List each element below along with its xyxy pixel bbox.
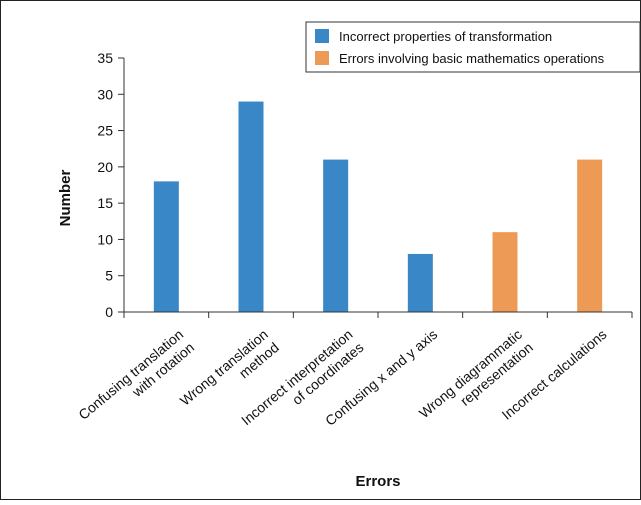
bar xyxy=(323,159,349,312)
bar xyxy=(238,101,264,313)
y-tick-label: 20 xyxy=(97,159,113,175)
x-tick-label: Confusing translationwith rotation xyxy=(75,326,197,436)
bar xyxy=(492,232,518,312)
y-axis-title: Number xyxy=(57,170,74,227)
legend-swatch xyxy=(315,29,329,43)
y-tick-label: 30 xyxy=(97,86,113,102)
legend-label: Errors involving basic mathematics opera… xyxy=(339,51,605,66)
y-tick-label: 0 xyxy=(105,304,113,320)
y-tick-label: 5 xyxy=(105,268,113,284)
bar xyxy=(407,253,433,312)
x-axis-title: Errors xyxy=(355,473,400,490)
bar xyxy=(153,181,179,312)
bars xyxy=(153,101,603,313)
legend-label: Incorrect properties of transformation xyxy=(339,29,552,44)
bar xyxy=(577,159,603,312)
y-tick-label: 15 xyxy=(97,195,113,211)
legend: Incorrect properties of transformation Er… xyxy=(305,21,641,73)
legend-swatch xyxy=(315,51,329,65)
y-tick-label: 35 xyxy=(97,50,113,66)
y-tick-label: 10 xyxy=(97,231,113,247)
legend-box xyxy=(305,21,641,73)
y-tick-label: 25 xyxy=(97,123,113,139)
